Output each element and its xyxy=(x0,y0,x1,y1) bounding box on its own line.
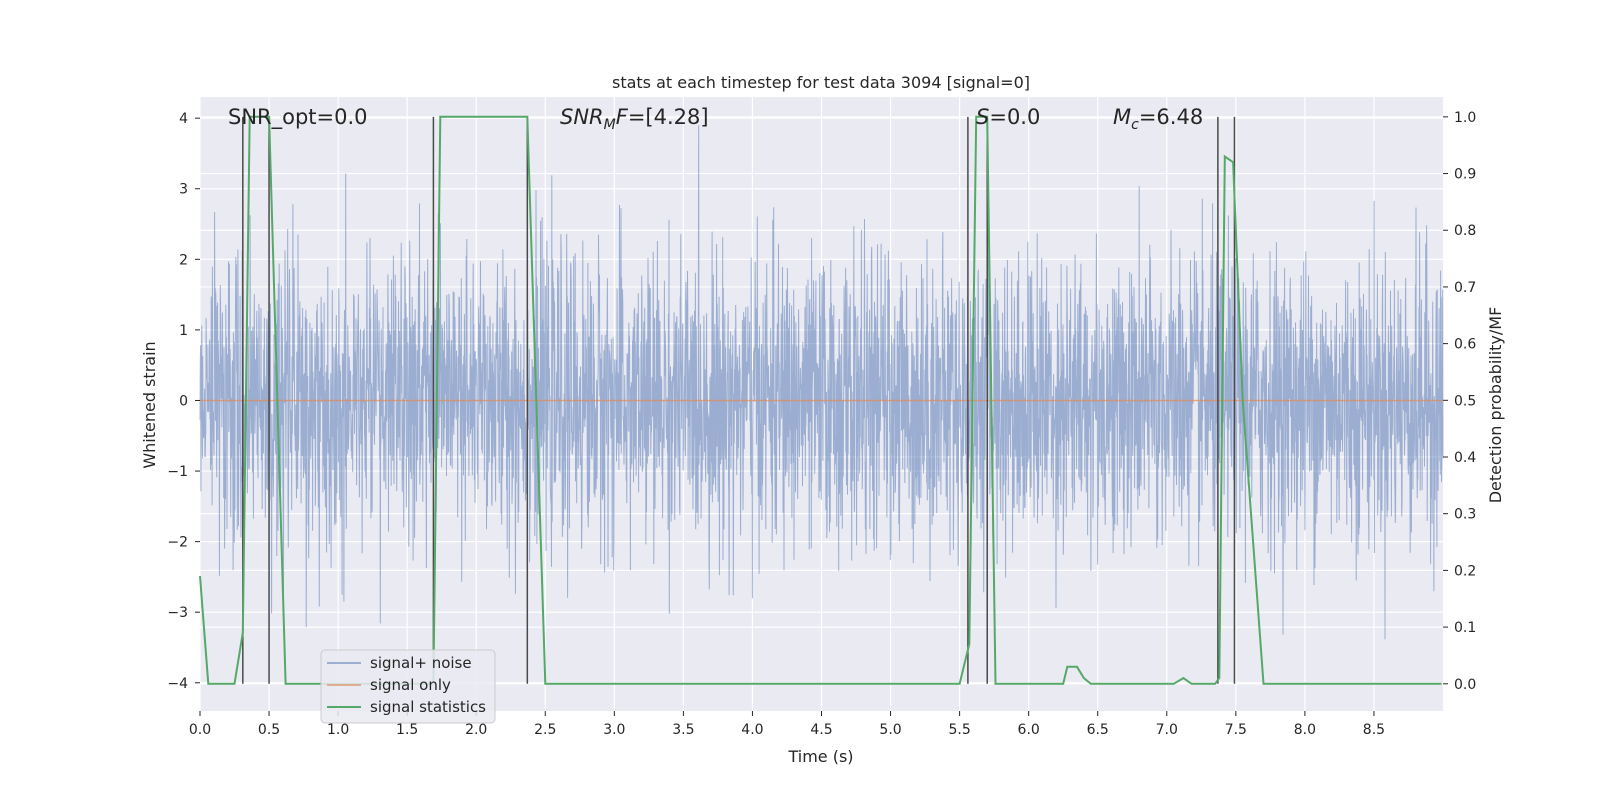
y2-tick-label-2: 0.2 xyxy=(1454,563,1476,579)
axis-ticks: 0.0 0.5 1.0 1.5 2.0 2.5 3.0 3.5 4.0 4.5 5.0 5.5 6.0 6… xyxy=(167,110,1476,738)
annotation-snr-mf-rest-f: F xyxy=(616,105,629,129)
legend-label-signal-only: signal only xyxy=(370,676,451,694)
annotation-mc-sub: c xyxy=(1131,117,1139,133)
signal-statistics-trace xyxy=(199,115,1442,685)
x-tick-label-11: 5.5 xyxy=(948,722,970,738)
y2-tick-label-10: 1.0 xyxy=(1454,110,1476,126)
x-tick-label-10: 5.0 xyxy=(879,722,901,738)
x-tick-label-6: 3.0 xyxy=(603,722,625,738)
annotation-mc: Mc=6.48 xyxy=(1113,105,1203,133)
y2-tick-label-6: 0.6 xyxy=(1454,337,1476,353)
legend-box xyxy=(320,649,496,724)
legend-label-signal-statistics: signal statistics xyxy=(370,698,486,716)
y2-tick-label-7: 0.7 xyxy=(1454,280,1476,296)
x-tick-label-2: 1.0 xyxy=(327,722,349,738)
y2-tick-label-8: 0.8 xyxy=(1454,223,1476,239)
annotation-mc-main: M xyxy=(1113,105,1131,129)
x-tick-label-8: 4.0 xyxy=(741,722,763,738)
x-tick-label-7: 3.5 xyxy=(672,722,694,738)
y-tick-label-6: 2 xyxy=(179,252,188,268)
legend: signal+ noise signal only signal statist… xyxy=(320,649,496,724)
x-axis-title: Time (s) xyxy=(787,747,853,766)
series-signal-statistics xyxy=(199,115,1442,685)
x-tick-label-5: 2.5 xyxy=(534,722,556,738)
x-tick-label-0: 0.0 xyxy=(189,722,211,738)
y2-tick-label-9: 0.9 xyxy=(1454,167,1476,183)
y2-axis-title: Detection probability/MF xyxy=(1486,307,1505,504)
annotation-snr-mf: SNRMF=[4.28] xyxy=(560,105,709,133)
y2-tick-label-4: 0.4 xyxy=(1454,450,1476,466)
annotation-mc-rest: =6.48 xyxy=(1139,105,1203,129)
x-tick-label-14: 7.0 xyxy=(1156,722,1178,738)
annotation-s-rest: =0.0 xyxy=(989,105,1040,129)
x-tick-label-16: 8.0 xyxy=(1294,722,1316,738)
noise-trace xyxy=(199,125,1444,640)
y2-tick-label-0: 0.0 xyxy=(1454,677,1476,693)
y-tick-label-3: −1 xyxy=(167,464,188,480)
y2-tick-label-5: 0.5 xyxy=(1454,393,1476,409)
y-tick-label-2: −2 xyxy=(167,535,188,551)
annotation-snr-mf-main: SNR xyxy=(560,105,604,129)
y-axis-title: Whitened strain xyxy=(140,341,159,468)
x-tick-label-13: 6.5 xyxy=(1087,722,1109,738)
annotation-s-main: S xyxy=(976,105,989,129)
x-tick-label-3: 1.5 xyxy=(396,722,418,738)
annotation-snr-mf-value: =[4.28] xyxy=(628,105,709,129)
chart-title: stats at each timestep for test data 309… xyxy=(612,73,1030,92)
x-tick-label-17: 8.5 xyxy=(1363,722,1385,738)
y-tick-label-0: −4 xyxy=(167,676,188,692)
annotation-s: S=0.0 xyxy=(976,105,1040,129)
annotation-snr-opt: SNR_opt=0.0 xyxy=(228,105,368,130)
x-tick-label-15: 7.5 xyxy=(1225,722,1247,738)
y-tick-label-4: 0 xyxy=(179,393,188,409)
y2-tick-label-1: 0.1 xyxy=(1454,620,1476,636)
y2-tick-label-3: 0.3 xyxy=(1454,507,1476,523)
series-signal-noise xyxy=(199,125,1444,640)
x-tick-label-4: 2.0 xyxy=(465,722,487,738)
x-tick-label-1: 0.5 xyxy=(258,722,280,738)
y-tick-label-7: 3 xyxy=(179,182,188,198)
x-tick-label-9: 4.5 xyxy=(810,722,832,738)
y-tick-label-5: 1 xyxy=(179,323,188,339)
y-tick-label-8: 4 xyxy=(179,111,188,127)
annotation-snr-mf-sub: M xyxy=(604,117,616,133)
legend-label-signal-noise: signal+ noise xyxy=(370,654,472,672)
x-tick-label-12: 6.0 xyxy=(1018,722,1040,738)
y-tick-label-1: −3 xyxy=(167,605,188,621)
